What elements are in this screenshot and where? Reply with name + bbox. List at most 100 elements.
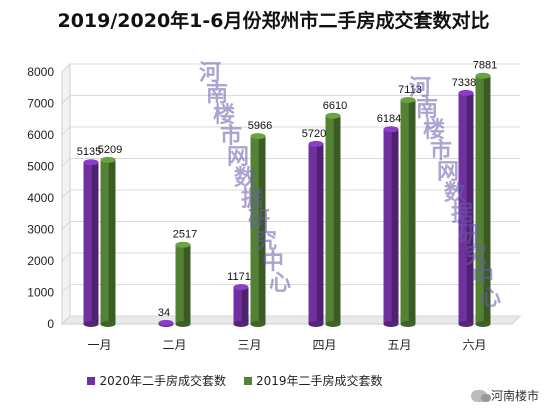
data-label: 5209 [98, 144, 122, 156]
watermark-char: 心 [479, 286, 501, 311]
legend-swatch-2020 [87, 376, 96, 385]
gridline [61, 95, 520, 104]
gridline [61, 221, 520, 230]
y-tick-label: 7000 [27, 97, 54, 111]
bar-base [308, 321, 324, 327]
bar [325, 112, 341, 327]
bar-top [100, 156, 116, 163]
x-tick-label: 二月 [162, 338, 186, 352]
watermark-char: 中 [262, 250, 284, 275]
legend-item-2020: 2020年二手房成交套数 [87, 372, 226, 389]
x-tick-label: 三月 [237, 338, 261, 352]
bar-top [475, 72, 491, 79]
legend-swatch-2019 [244, 376, 252, 385]
bar-base [383, 321, 399, 327]
gridline [61, 189, 520, 199]
bar [83, 159, 99, 327]
bar-top [383, 126, 399, 133]
watermark-char: 市 [220, 123, 242, 149]
data-label: 5720 [302, 128, 326, 140]
y-tick-label: 6000 [27, 128, 54, 142]
y-tick-label: 5000 [27, 160, 54, 174]
data-label: 34 [158, 307, 170, 319]
bar-shade [391, 129, 399, 324]
x-tick-label: 五月 [387, 338, 411, 352]
watermark-char: 据 [241, 187, 263, 212]
bar-shade [91, 162, 99, 324]
data-label: 7881 [473, 60, 497, 72]
bar-base [458, 321, 474, 327]
bar-shade [183, 244, 191, 324]
data-label: 1171 [227, 271, 251, 283]
watermark-char: 市 [430, 138, 452, 164]
y-axis: 0 1000 2000 3000 4000 5000 6000 7000 8000 [27, 65, 54, 331]
bar [458, 89, 474, 327]
data-label: 6610 [323, 100, 347, 112]
watermark-char: 南 [416, 97, 438, 122]
y-tick-label: 3000 [27, 223, 54, 237]
watermark-char: 研 [458, 223, 480, 248]
floor [60, 315, 522, 325]
bar-shade [466, 92, 474, 324]
source-label: 河南楼市 [490, 389, 539, 403]
legend-item-2019: 2019年二手房成交套数 [244, 372, 383, 389]
bar-shade [333, 115, 341, 324]
bar-shade [108, 159, 116, 324]
bar-shade [483, 75, 491, 324]
watermark-char: 楼 [213, 103, 235, 128]
watermark-char: 究 [255, 228, 277, 254]
bar-top [308, 140, 324, 147]
chart-title: 2019/2020年1-6月份郑州市二手房成交套数对比 [57, 10, 490, 32]
bar-top [458, 89, 474, 96]
watermark-char: 究 [465, 243, 487, 269]
watermark-char: 网 [227, 145, 249, 170]
bar-shade [408, 99, 416, 325]
data-label: 5966 [248, 120, 272, 132]
bar [475, 72, 491, 327]
data-label: 2517 [173, 229, 197, 241]
bar [308, 140, 324, 327]
bar-top [325, 112, 341, 119]
bar-base [400, 321, 416, 327]
bar-top [175, 241, 191, 248]
gridline [61, 126, 520, 136]
data-label: 6184 [377, 113, 401, 125]
bar-base [233, 321, 249, 327]
gridline [61, 158, 520, 167]
bar [158, 319, 174, 327]
bar-top [250, 133, 266, 140]
data-label: 7338 [452, 77, 476, 89]
bar-top [400, 96, 416, 103]
watermark-char: 南 [206, 82, 228, 107]
gridline [61, 252, 520, 262]
watermark-char: 网 [437, 160, 459, 185]
bar-top [233, 284, 249, 291]
y-tick-label: 2000 [27, 254, 54, 268]
wechat-icon [470, 389, 491, 402]
gridline [61, 284, 520, 293]
bars [83, 72, 491, 327]
watermark-char: 据 [451, 202, 473, 227]
x-tick-label: 四月 [312, 338, 336, 352]
watermark-char: 数 [444, 180, 467, 206]
bar-top [158, 319, 174, 326]
x-axis: 一月 二月 三月 四月 五月 六月 [87, 338, 486, 352]
x-tick-label: 一月 [87, 338, 111, 352]
bar-shade [258, 136, 266, 324]
bar-base [250, 321, 266, 327]
watermark-char: 数 [234, 165, 257, 191]
watermark-char: 中 [472, 265, 494, 290]
y-tick-label: 8000 [27, 65, 54, 79]
source-tag: 河南楼市 [470, 387, 539, 404]
bar-shade [241, 287, 249, 324]
x-tick-label: 六月 [462, 338, 486, 352]
bar [233, 284, 249, 327]
y-tick-label: 0 [47, 317, 54, 331]
bar [250, 133, 266, 327]
bar-base [475, 321, 491, 327]
bar [383, 126, 399, 327]
